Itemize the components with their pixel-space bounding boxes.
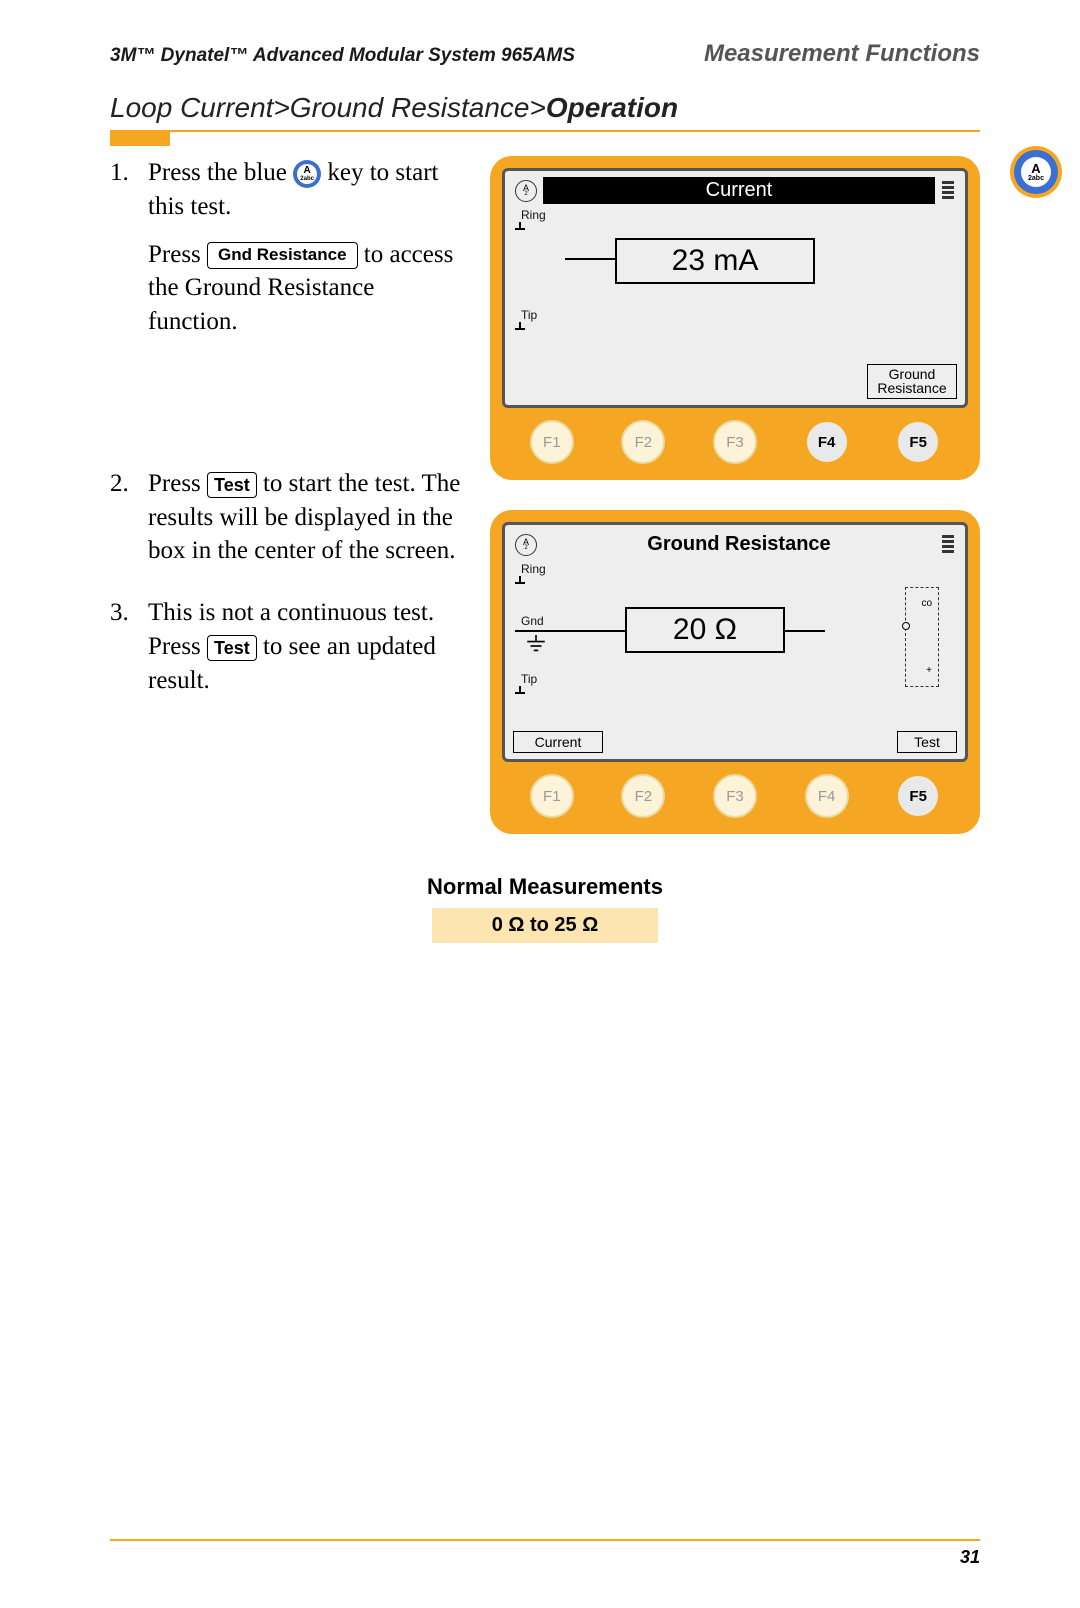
dotted-box: co + bbox=[905, 587, 939, 687]
battery-icon bbox=[941, 535, 955, 555]
instructions-column: 1. Press the blue A2abc key to start thi… bbox=[110, 156, 470, 834]
page-header: 3M™ Dynatel™ Advanced Modular System 965… bbox=[110, 40, 980, 68]
terminal-label: + bbox=[926, 665, 932, 676]
breadcrumb: Loop Current>Ground Resistance>Operation bbox=[110, 92, 980, 124]
step-number: 2. bbox=[110, 467, 134, 568]
page-footer: 31 bbox=[110, 1539, 980, 1568]
lead-line bbox=[555, 630, 625, 632]
step2-text-a: Press bbox=[148, 470, 207, 497]
test-softkey[interactable]: Test bbox=[897, 731, 957, 753]
screens-column: A2 Current Ring 23 mA Tip GroundResistan… bbox=[490, 156, 980, 834]
screen-title: Current bbox=[543, 177, 935, 204]
normal-measurements: Normal Measurements 0 Ω to 25 Ω bbox=[110, 874, 980, 943]
tip-label: Tip bbox=[521, 308, 537, 322]
key-letter: A bbox=[1031, 162, 1040, 175]
device-panel-ground: A2 Ground Resistance Ring Gnd bbox=[490, 510, 980, 834]
normal-measurements-range: 0 Ω to 25 Ω bbox=[432, 908, 659, 943]
f4-key[interactable]: F4 bbox=[805, 774, 849, 818]
tick-mark bbox=[515, 328, 525, 330]
divider-line bbox=[110, 130, 980, 132]
f1-key[interactable]: F1 bbox=[530, 420, 574, 464]
key-sub: 2abc bbox=[300, 176, 314, 182]
f3-key[interactable]: F3 bbox=[713, 774, 757, 818]
tip-label: Tip bbox=[521, 672, 537, 686]
breadcrumb-3: Operation bbox=[546, 92, 678, 123]
screen-ground-resistance: A2 Ground Resistance Ring Gnd bbox=[502, 522, 968, 762]
footer-line bbox=[110, 1539, 980, 1541]
lead-line bbox=[565, 258, 615, 260]
test-button[interactable]: Test bbox=[207, 472, 257, 498]
gnd-resistance-button[interactable]: Gnd Resistance bbox=[207, 242, 358, 269]
lead-line bbox=[515, 630, 555, 632]
function-keys: F1 F2 F3 F4 F5 bbox=[502, 420, 968, 468]
screen-title: Ground Resistance bbox=[543, 531, 935, 558]
test-button[interactable]: Test bbox=[207, 635, 257, 661]
step-number: 1. bbox=[110, 156, 134, 339]
resistance-reading: 20 Ω bbox=[625, 607, 785, 653]
current-softkey[interactable]: Current bbox=[513, 731, 603, 753]
ring-label: Ring bbox=[521, 562, 546, 576]
battery-icon bbox=[941, 181, 955, 201]
step-2: 2. Press Test to start the test. The res… bbox=[110, 467, 470, 568]
step1-text-a: Press the blue bbox=[148, 159, 293, 186]
page-number: 31 bbox=[110, 1547, 980, 1568]
product-name: 3M™ Dynatel™ Advanced Modular System 965… bbox=[110, 45, 575, 67]
lead-line bbox=[785, 630, 825, 632]
screen-current: A2 Current Ring 23 mA Tip GroundResistan… bbox=[502, 168, 968, 408]
terminal-icon bbox=[902, 622, 910, 630]
f2-key[interactable]: F2 bbox=[621, 774, 665, 818]
step1-text-c: Press bbox=[148, 241, 207, 268]
divider-block bbox=[110, 132, 170, 146]
device-panel-current: A2 Current Ring 23 mA Tip GroundResistan… bbox=[490, 156, 980, 480]
breadcrumb-2: Ground Resistance bbox=[290, 92, 530, 123]
current-reading: 23 mA bbox=[615, 238, 815, 284]
normal-measurements-title: Normal Measurements bbox=[110, 874, 980, 900]
f5-key[interactable]: F5 bbox=[896, 774, 940, 818]
tick-mark bbox=[515, 228, 525, 230]
breadcrumb-1: Loop Current bbox=[110, 92, 273, 123]
mode-icon: A2 bbox=[515, 534, 537, 556]
f1-key[interactable]: F1 bbox=[530, 774, 574, 818]
ring-label: Ring bbox=[521, 208, 546, 222]
ground-symbol-icon bbox=[525, 634, 547, 658]
side-a-key[interactable]: A 2abc bbox=[1014, 150, 1058, 194]
mode-icon: A2 bbox=[515, 180, 537, 202]
f2-key[interactable]: F2 bbox=[621, 420, 665, 464]
function-keys: F1 F2 F3 F4 F5 bbox=[502, 774, 968, 822]
ground-resistance-softkey[interactable]: GroundResistance bbox=[867, 364, 957, 399]
tick-mark bbox=[515, 582, 525, 584]
tick-mark bbox=[515, 692, 525, 694]
key-sub: 2abc bbox=[1028, 175, 1044, 182]
a-key-icon: A2abc bbox=[293, 160, 321, 188]
key-letter: A bbox=[304, 166, 311, 176]
f4-key[interactable]: F4 bbox=[805, 420, 849, 464]
f5-key[interactable]: F5 bbox=[896, 420, 940, 464]
step-number: 3. bbox=[110, 596, 134, 697]
f3-key[interactable]: F3 bbox=[713, 420, 757, 464]
step-3: 3. This is not a continuous test. Press … bbox=[110, 596, 470, 697]
gnd-label: Gnd bbox=[521, 614, 544, 628]
section-name: Measurement Functions bbox=[704, 40, 980, 68]
step-1: 1. Press the blue A2abc key to start thi… bbox=[110, 156, 470, 339]
terminal-label: co bbox=[921, 598, 932, 609]
content-area: 1. Press the blue A2abc key to start thi… bbox=[110, 156, 980, 834]
